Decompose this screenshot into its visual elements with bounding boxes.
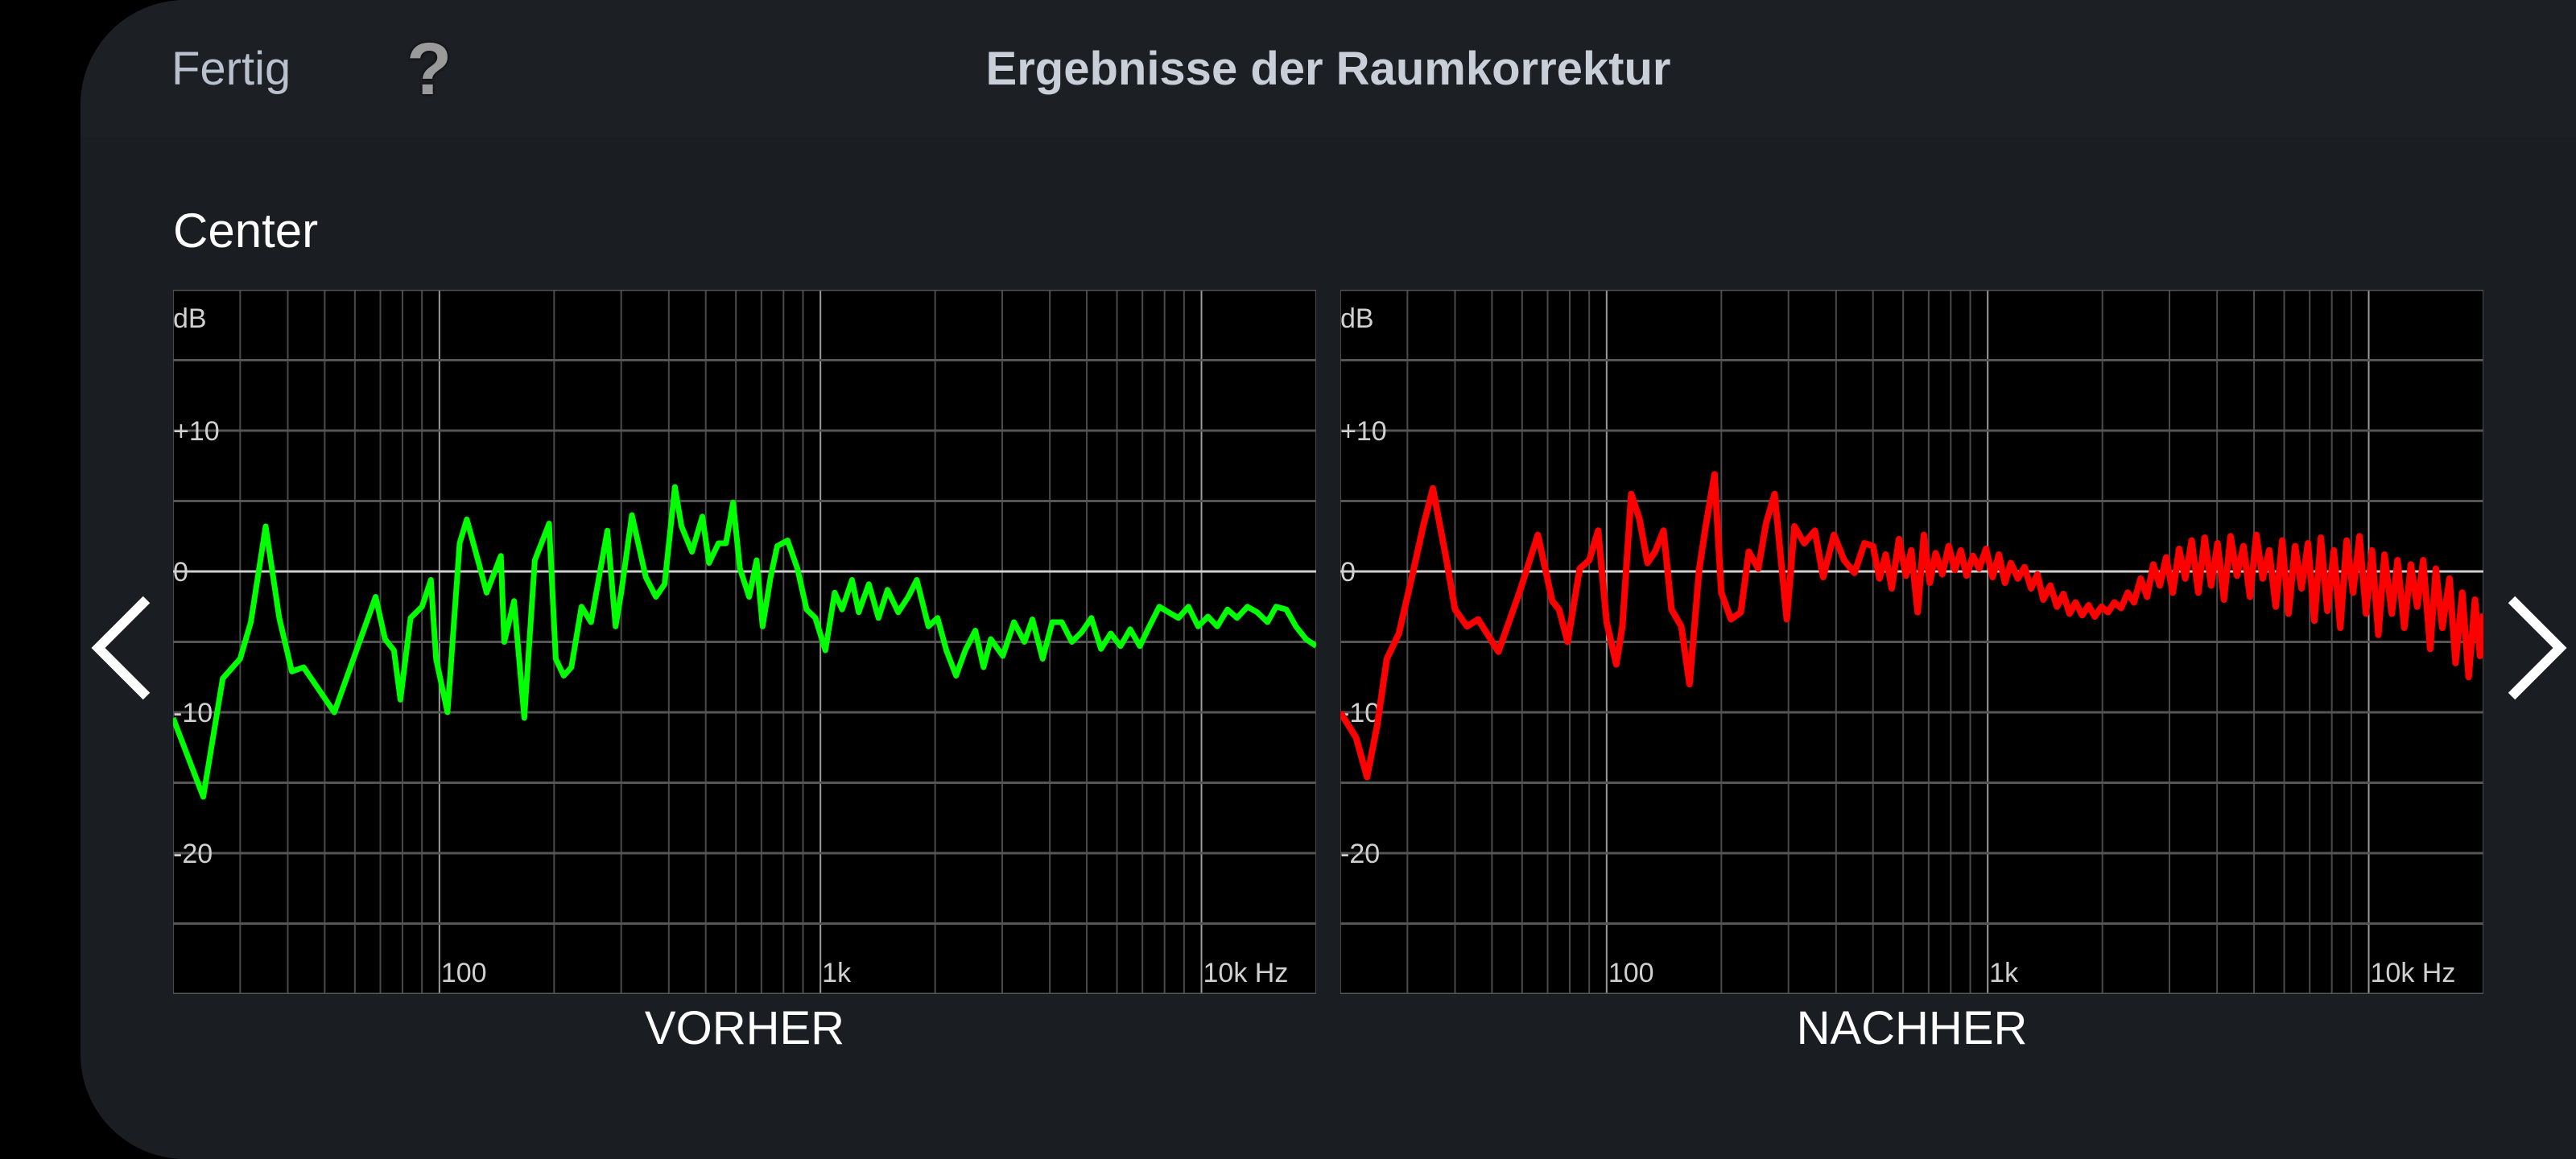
chevron-left-icon — [91, 596, 151, 700]
x-tick-label: 100 — [441, 958, 487, 988]
chart-before-label: VORHER — [644, 1002, 845, 1054]
previous-channel-button[interactable] — [90, 596, 155, 700]
done-button[interactable]: Fertig — [171, 43, 291, 95]
x-tick-label: 100 — [1608, 958, 1654, 988]
y-tick-label: +10 — [173, 416, 220, 447]
y-tick-label: 0 — [173, 557, 188, 588]
x-tick-label: 10k Hz — [1203, 958, 1289, 988]
help-button[interactable]: ? — [407, 28, 452, 110]
chart-after: dB +10 0 -10 -20 100 1k 10k Hz — [1340, 290, 2483, 994]
page-title: Ergebnisse der Raumkorrektur — [985, 43, 1671, 95]
y-tick-label: -20 — [1340, 839, 1380, 869]
before-frequency-response-plot: dB +10 0 -10 -20 100 1k 10k Hz — [173, 290, 1316, 994]
x-tick-label: 1k — [1989, 958, 2019, 988]
series-line-vorher — [173, 484, 1316, 800]
series-line-nachher — [1340, 471, 2483, 781]
y-tick-label: -10 — [173, 698, 213, 728]
channel-name: Center — [173, 204, 319, 258]
next-channel-button[interactable] — [2504, 596, 2568, 700]
header-bar: Fertig ? Ergebnisse der Raumkorrektur — [80, 0, 2576, 137]
chevron-right-icon — [2508, 596, 2567, 700]
y-tick-label: -20 — [173, 839, 213, 869]
y-axis-label: dB — [1340, 303, 1374, 334]
x-tick-label: 10k Hz — [2371, 958, 2456, 988]
chart-before: dB +10 0 -10 -20 100 1k 10k Hz — [173, 290, 1316, 994]
chart-after-label: NACHHER — [1796, 1002, 2028, 1054]
y-axis-label: dB — [173, 303, 207, 334]
x-tick-label: 1k — [822, 958, 852, 988]
y-tick-label: +10 — [1340, 416, 1387, 447]
y-tick-label: 0 — [1340, 557, 1356, 588]
